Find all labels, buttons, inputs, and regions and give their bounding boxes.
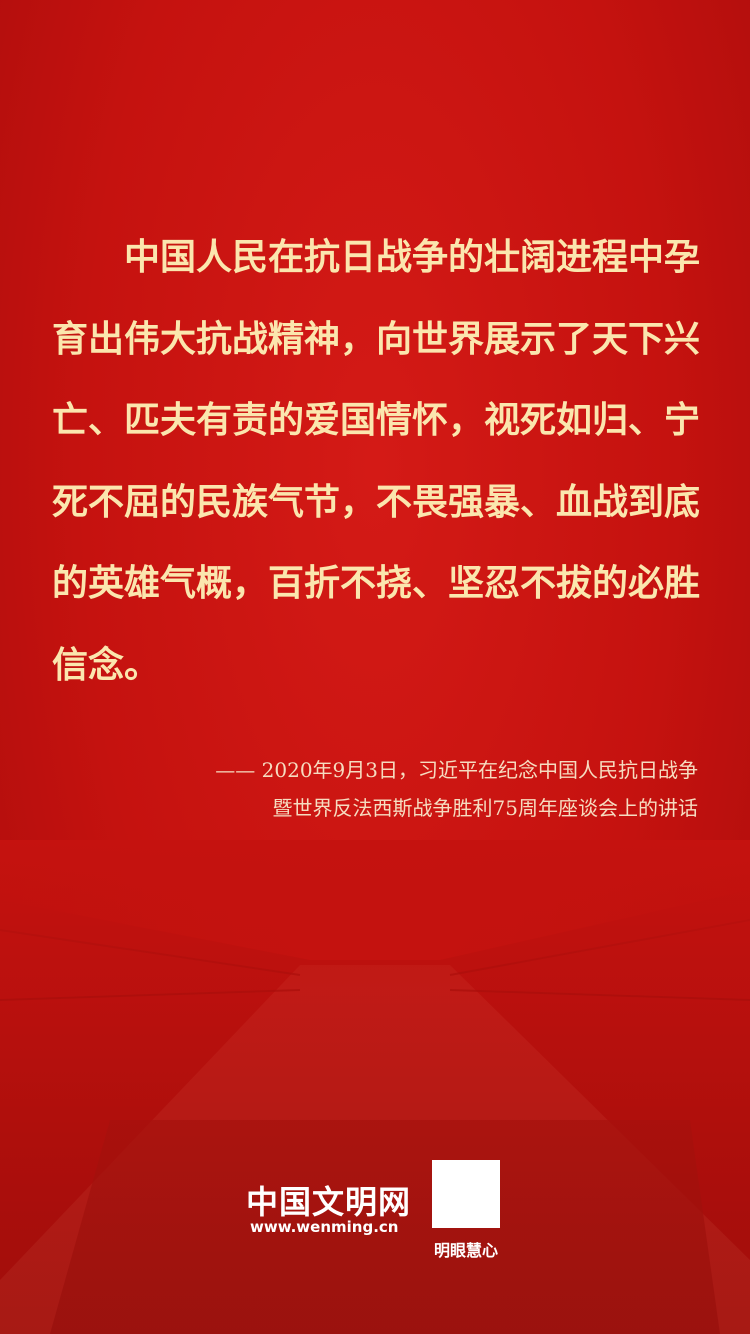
qr-caption: 明眼慧心 — [433, 1241, 498, 1260]
logo: 中国文明网 — [246, 1183, 412, 1221]
quote-line: 的英雄气概，百折不挠、坚忍不拔的必胜 — [52, 563, 701, 604]
quote-line: 死不屈的民族气节，不畏强暴、血战到底 — [52, 482, 701, 523]
background-photo — [0, 840, 750, 1334]
quote-line: 亡、匹夫有责的爱国情怀，视死如归、宁 — [52, 400, 701, 441]
url: www.wenming.cn — [250, 1218, 399, 1236]
quote-line: 育出伟大抗战精神，向世界展示了天下兴 — [52, 319, 701, 360]
quote-line: 中国人民在抗日战争的壮阔进程中孕 — [124, 237, 701, 278]
quote-line: 信念。 — [52, 645, 161, 686]
source-line: 暨世界反法西斯战争胜利75周年座谈会上的讲话 — [272, 796, 698, 820]
qr-code — [432, 1160, 500, 1228]
source-line: —— 2020年9月3日，习近平在纪念中国人民抗日战争 — [215, 758, 698, 782]
